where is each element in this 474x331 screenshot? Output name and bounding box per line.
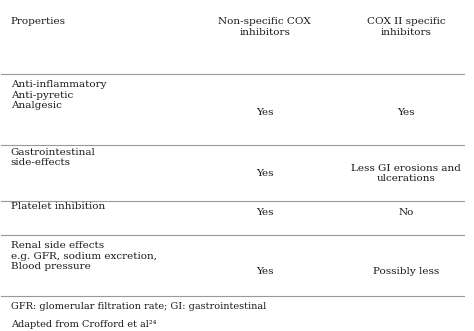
Text: Yes: Yes: [256, 267, 273, 276]
Text: Properties: Properties: [10, 18, 65, 26]
Text: COX II specific
inhibitors: COX II specific inhibitors: [366, 18, 445, 37]
Text: Yes: Yes: [397, 108, 415, 117]
Text: Non-specific COX
inhibitors: Non-specific COX inhibitors: [219, 18, 311, 37]
Text: No: No: [398, 208, 413, 217]
Text: Yes: Yes: [256, 169, 273, 178]
Text: GFR: glomerular filtration rate; GI: gastrointestinal: GFR: glomerular filtration rate; GI: gas…: [10, 302, 266, 311]
Text: Adapted from Crofford et al²⁴: Adapted from Crofford et al²⁴: [10, 320, 156, 329]
Text: Less GI erosions and
ulcerations: Less GI erosions and ulcerations: [351, 164, 461, 183]
Text: Anti-inflammatory
Anti-pyretic
Analgesic: Anti-inflammatory Anti-pyretic Analgesic: [10, 80, 106, 110]
Text: Renal side effects
e.g. GFR, sodium excretion,
Blood pressure: Renal side effects e.g. GFR, sodium excr…: [10, 241, 156, 271]
Text: Yes: Yes: [256, 208, 273, 217]
Text: Gastrointestinal
side-effects: Gastrointestinal side-effects: [10, 148, 95, 167]
Text: Platelet inhibition: Platelet inhibition: [10, 203, 105, 212]
Text: Possibly less: Possibly less: [373, 267, 439, 276]
Text: Yes: Yes: [256, 108, 273, 117]
